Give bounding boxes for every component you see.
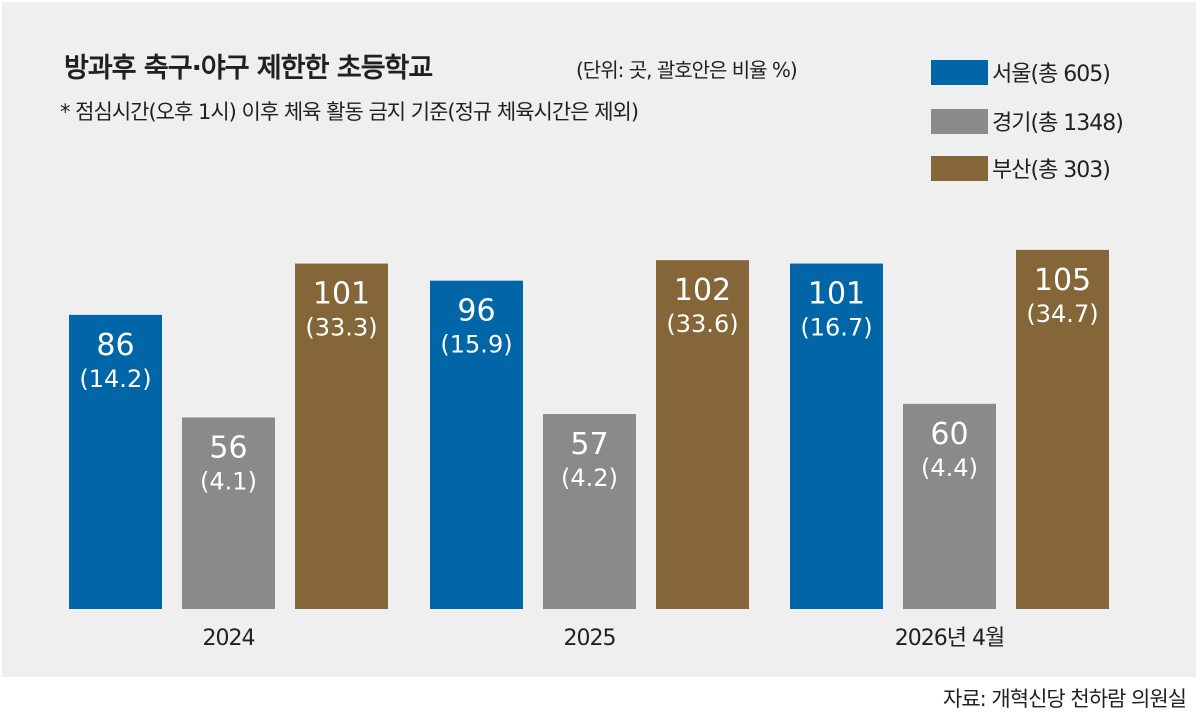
bar-value-label-gyeonggi-1: 57 [570, 427, 608, 462]
legend-swatch-busan [931, 155, 988, 181]
legend-swatch-seoul [931, 59, 988, 85]
bar-busan-1 [656, 260, 749, 609]
bar-seoul-0 [69, 314, 162, 609]
legend-item-seoul: 서울(총 605) [931, 59, 1111, 87]
legend-label-gyeonggi: 경기(총 1348) [992, 111, 1124, 136]
bar-value-label-seoul-1: 96 [457, 294, 495, 329]
bar-value-label-seoul-2: 101 [808, 277, 865, 312]
x-category-label-1: 2025 [564, 626, 616, 651]
bar-value-label-busan-2: 105 [1034, 263, 1091, 298]
x-category-label-0: 2024 [203, 626, 255, 651]
source-credit: 자료: 개혁신당 천하람 의원실 [943, 687, 1187, 711]
bar-percent-label-seoul-0: (14.2) [79, 365, 151, 393]
bar-value-label-gyeonggi-0: 56 [209, 430, 247, 465]
unit-note: (단위: 곳, 괄호안은 비율 %) [576, 58, 798, 82]
bar-value-label-busan-0: 101 [313, 277, 370, 312]
legend-label-busan: 부산(총 303) [992, 158, 1111, 183]
bar-gyeonggi-0 [182, 417, 275, 609]
x-category-label-2: 2026년 4월 [895, 626, 1004, 651]
bar-percent-label-busan-2: (34.7) [1026, 300, 1098, 328]
legend-label-seoul: 서울(총 605) [992, 62, 1111, 87]
bar-seoul-2 [790, 263, 883, 609]
bar-percent-label-gyeonggi-0: (4.1) [200, 467, 257, 495]
legend-swatch-gyeonggi [931, 108, 988, 134]
bar-percent-label-busan-1: (33.6) [666, 310, 738, 338]
chart-title: 방과후 축구·야구 제한한 초등학교 [64, 53, 433, 84]
legend-item-busan: 부산(총 303) [931, 155, 1111, 183]
chart-subtitle-note: * 점심시간(오후 1시) 이후 체육 활동 금지 기준(정규 체육시간은 제외… [60, 100, 639, 124]
legend-item-gyeonggi: 경기(총 1348) [931, 108, 1124, 136]
bar-value-label-busan-1: 102 [674, 273, 731, 308]
bar-gyeonggi-1 [543, 414, 636, 609]
bar-gyeonggi-2 [903, 403, 996, 609]
bar-busan-0 [295, 263, 388, 609]
bar-busan-2 [1016, 249, 1109, 609]
bar-percent-label-seoul-2: (16.7) [800, 314, 872, 342]
bar-value-label-gyeonggi-2: 60 [930, 417, 968, 452]
bar-percent-label-seoul-1: (15.9) [440, 331, 512, 359]
bar-value-label-seoul-0: 86 [96, 328, 134, 363]
bar-percent-label-gyeonggi-2: (4.4) [921, 454, 978, 482]
bar-percent-label-busan-0: (33.3) [305, 314, 377, 342]
bar-seoul-1 [430, 280, 523, 609]
bar-percent-label-gyeonggi-1: (4.2) [561, 464, 618, 492]
